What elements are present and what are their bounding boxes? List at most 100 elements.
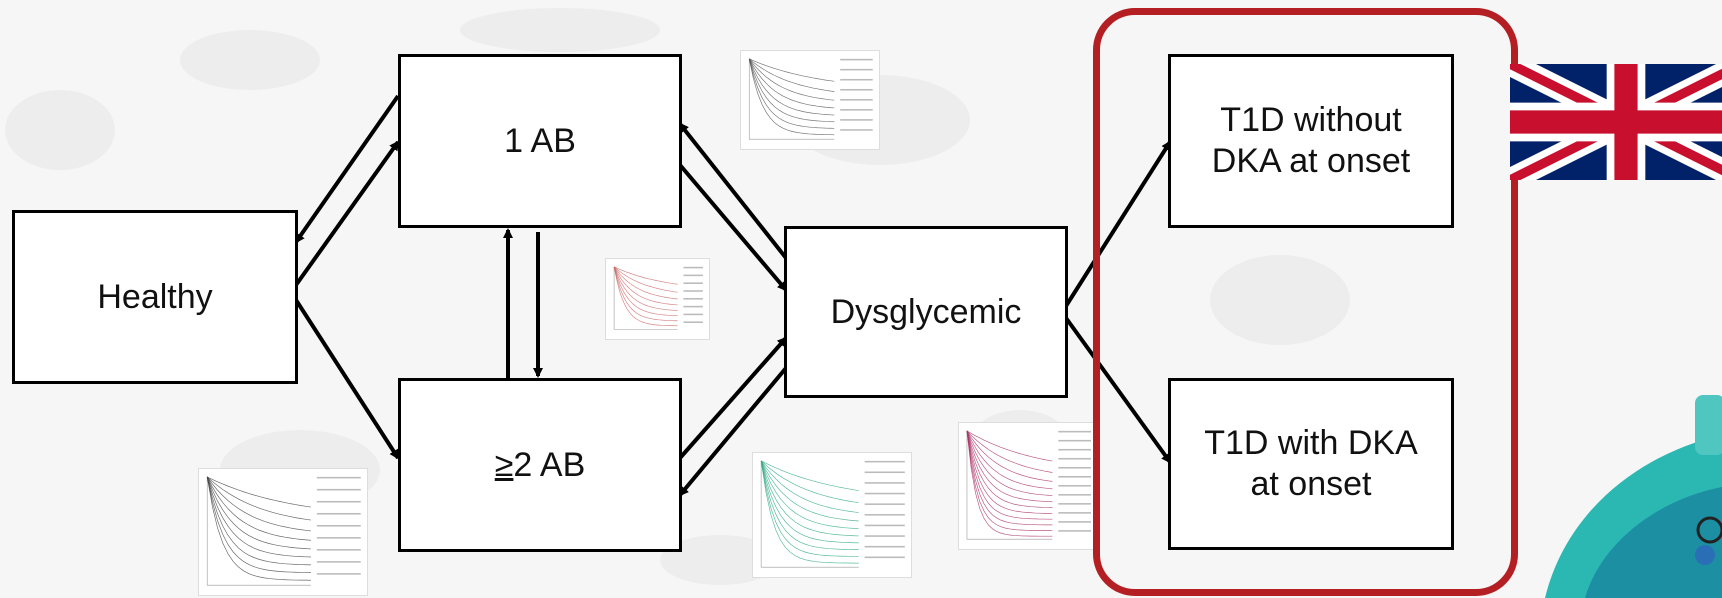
node-t1d-with-dka-label: T1D with DKA at onset bbox=[1204, 423, 1418, 505]
thumbnail-legend-entry bbox=[683, 290, 703, 292]
thumbnail-curve bbox=[966, 430, 1053, 473]
thumbnail-legend-entry bbox=[316, 488, 361, 491]
thumbnail-curve bbox=[966, 430, 1053, 490]
thumbnail-legend-entry bbox=[316, 549, 361, 551]
thumbnail-curve bbox=[966, 430, 1053, 537]
survival-plot-thumbnail bbox=[958, 422, 1098, 550]
thumbnail-curve bbox=[748, 58, 835, 129]
thumbnail-legend-entry bbox=[840, 119, 873, 121]
t1d-without-dka-line1: T1D without bbox=[1220, 101, 1402, 140]
thumbnail-curve bbox=[748, 58, 835, 136]
thumbnail-curve bbox=[966, 430, 1053, 526]
arrow-1ab-to-healthy bbox=[294, 94, 400, 244]
thumbnail-curve bbox=[748, 58, 835, 109]
thumbnail-legend-entry bbox=[864, 524, 905, 527]
thumbnail-curve bbox=[206, 476, 311, 573]
thumbnail-legend-entry bbox=[1058, 530, 1091, 532]
node-dysglycemic: Dysglycemic bbox=[784, 226, 1068, 398]
thumbnail-legend-entry bbox=[840, 88, 873, 91]
thumbnail-curve bbox=[613, 266, 678, 300]
thumbnail-legend-entry bbox=[840, 99, 873, 101]
two-ab-text: 2 AB bbox=[513, 445, 586, 484]
thumbnail-curve bbox=[749, 58, 835, 82]
thumbnail-legend-entry bbox=[840, 109, 873, 111]
thumbnail-curve bbox=[760, 460, 859, 564]
thumbnail-legend-entry bbox=[316, 500, 361, 503]
survival-plot-thumbnail bbox=[740, 50, 880, 150]
thumbnail-legend-entry bbox=[683, 313, 703, 316]
thumbnail-legend-entry bbox=[1058, 439, 1091, 442]
thumbnail-legend-entry bbox=[683, 321, 703, 323]
arrow-dysglycemic-to-t1d-without-dka bbox=[1064, 140, 1172, 308]
corner-logo-icon bbox=[1505, 395, 1722, 598]
thumbnail-curve bbox=[966, 430, 1053, 462]
thumbnail-legend-entry bbox=[864, 535, 905, 537]
thumbnail-curve bbox=[760, 460, 859, 557]
thumbnail-legend-entry bbox=[864, 460, 905, 463]
thumbnail-legend-entry bbox=[1058, 448, 1091, 451]
arrow-healthy-to-1ab bbox=[294, 140, 400, 287]
thumbnail-legend-entry bbox=[316, 512, 361, 515]
thumbnail-curve bbox=[748, 58, 835, 123]
thumbnail-curve bbox=[613, 266, 678, 293]
uk-flag-icon bbox=[1510, 64, 1722, 180]
thumbnail-curve bbox=[760, 460, 859, 550]
thumbnail-curve bbox=[613, 266, 678, 327]
thumbnail-curve bbox=[613, 266, 678, 306]
thumbnail-curve bbox=[613, 266, 678, 311]
thumbnail-legend-entry bbox=[864, 471, 905, 474]
arrow-dysglycemic-to-t1d-with-dka bbox=[1064, 316, 1172, 464]
thumbnail-curve bbox=[207, 476, 312, 508]
arrow-healthy-to-2ab bbox=[294, 298, 400, 460]
thumbnail-curve bbox=[206, 476, 311, 541]
thumbnail-curve bbox=[613, 266, 678, 285]
thumbnail-curve bbox=[206, 476, 311, 532]
thumbnail-curve bbox=[760, 460, 859, 504]
thumbnail-legend-entry bbox=[1058, 512, 1091, 514]
thumbnail-legend-entry bbox=[864, 514, 905, 516]
thumbnail-legend-entry bbox=[864, 545, 905, 548]
thumbnail-legend-entry bbox=[864, 492, 905, 495]
thumbnail-curve bbox=[749, 58, 835, 92]
thumbnail-curve bbox=[613, 266, 678, 322]
thumbnail-legend-entry bbox=[864, 503, 905, 505]
thumbnail-legend-entry bbox=[864, 556, 905, 559]
arrow-2ab-to-dysglycemic bbox=[678, 336, 788, 460]
ge-symbol: ≥ bbox=[494, 445, 514, 484]
thumbnail-legend-entry bbox=[840, 78, 873, 81]
node-t1d-with-dka: T1D with DKA at onset bbox=[1168, 378, 1454, 550]
thumbnail-axes bbox=[748, 58, 835, 140]
survival-plot-thumbnail bbox=[605, 258, 710, 340]
thumbnail-legend-entry bbox=[683, 266, 703, 269]
thumbnail-legend-entry bbox=[840, 58, 873, 61]
node-1-ab: 1 AB bbox=[398, 54, 682, 228]
thumbnail-curve bbox=[966, 430, 1053, 509]
t1d-with-dka-line2: at onset bbox=[1250, 465, 1372, 503]
thumbnail-legend-entry bbox=[316, 561, 361, 563]
thumbnail-axes bbox=[760, 460, 859, 568]
thumbnail-legend-entry bbox=[316, 537, 361, 539]
thumbnail-curve bbox=[206, 476, 311, 550]
thumbnail-legend-entry bbox=[1058, 466, 1091, 469]
thumbnail-curve bbox=[966, 430, 1053, 514]
thumbnail-curve bbox=[613, 266, 678, 317]
thumbnail-legend-entry bbox=[1058, 457, 1091, 460]
thumbnail-curve bbox=[206, 476, 312, 521]
thumbnail-legend-entry bbox=[683, 274, 703, 277]
thumbnail-legend-entry bbox=[840, 68, 873, 71]
thumbnail-legend-entry bbox=[1058, 494, 1091, 496]
survival-plot-thumbnail bbox=[198, 468, 368, 596]
thumbnail-legend-entry bbox=[1058, 521, 1091, 523]
thumbnail-legend-entry bbox=[683, 305, 703, 308]
node-t1d-without-dka: T1D without DKA at onset bbox=[1168, 54, 1454, 228]
thumbnail-legend-entry bbox=[864, 482, 905, 484]
thumbnail-legend-entry bbox=[316, 525, 361, 527]
node-healthy-label: Healthy bbox=[97, 277, 213, 316]
thumbnail-legend-entry bbox=[683, 298, 703, 300]
thumbnail-curve bbox=[966, 430, 1053, 482]
node-t1d-without-dka-label: T1D without DKA at onset bbox=[1212, 100, 1410, 182]
thumbnail-curve bbox=[760, 460, 859, 544]
thumbnail-legend-entry bbox=[840, 129, 873, 131]
thumbnail-axes bbox=[613, 266, 678, 330]
